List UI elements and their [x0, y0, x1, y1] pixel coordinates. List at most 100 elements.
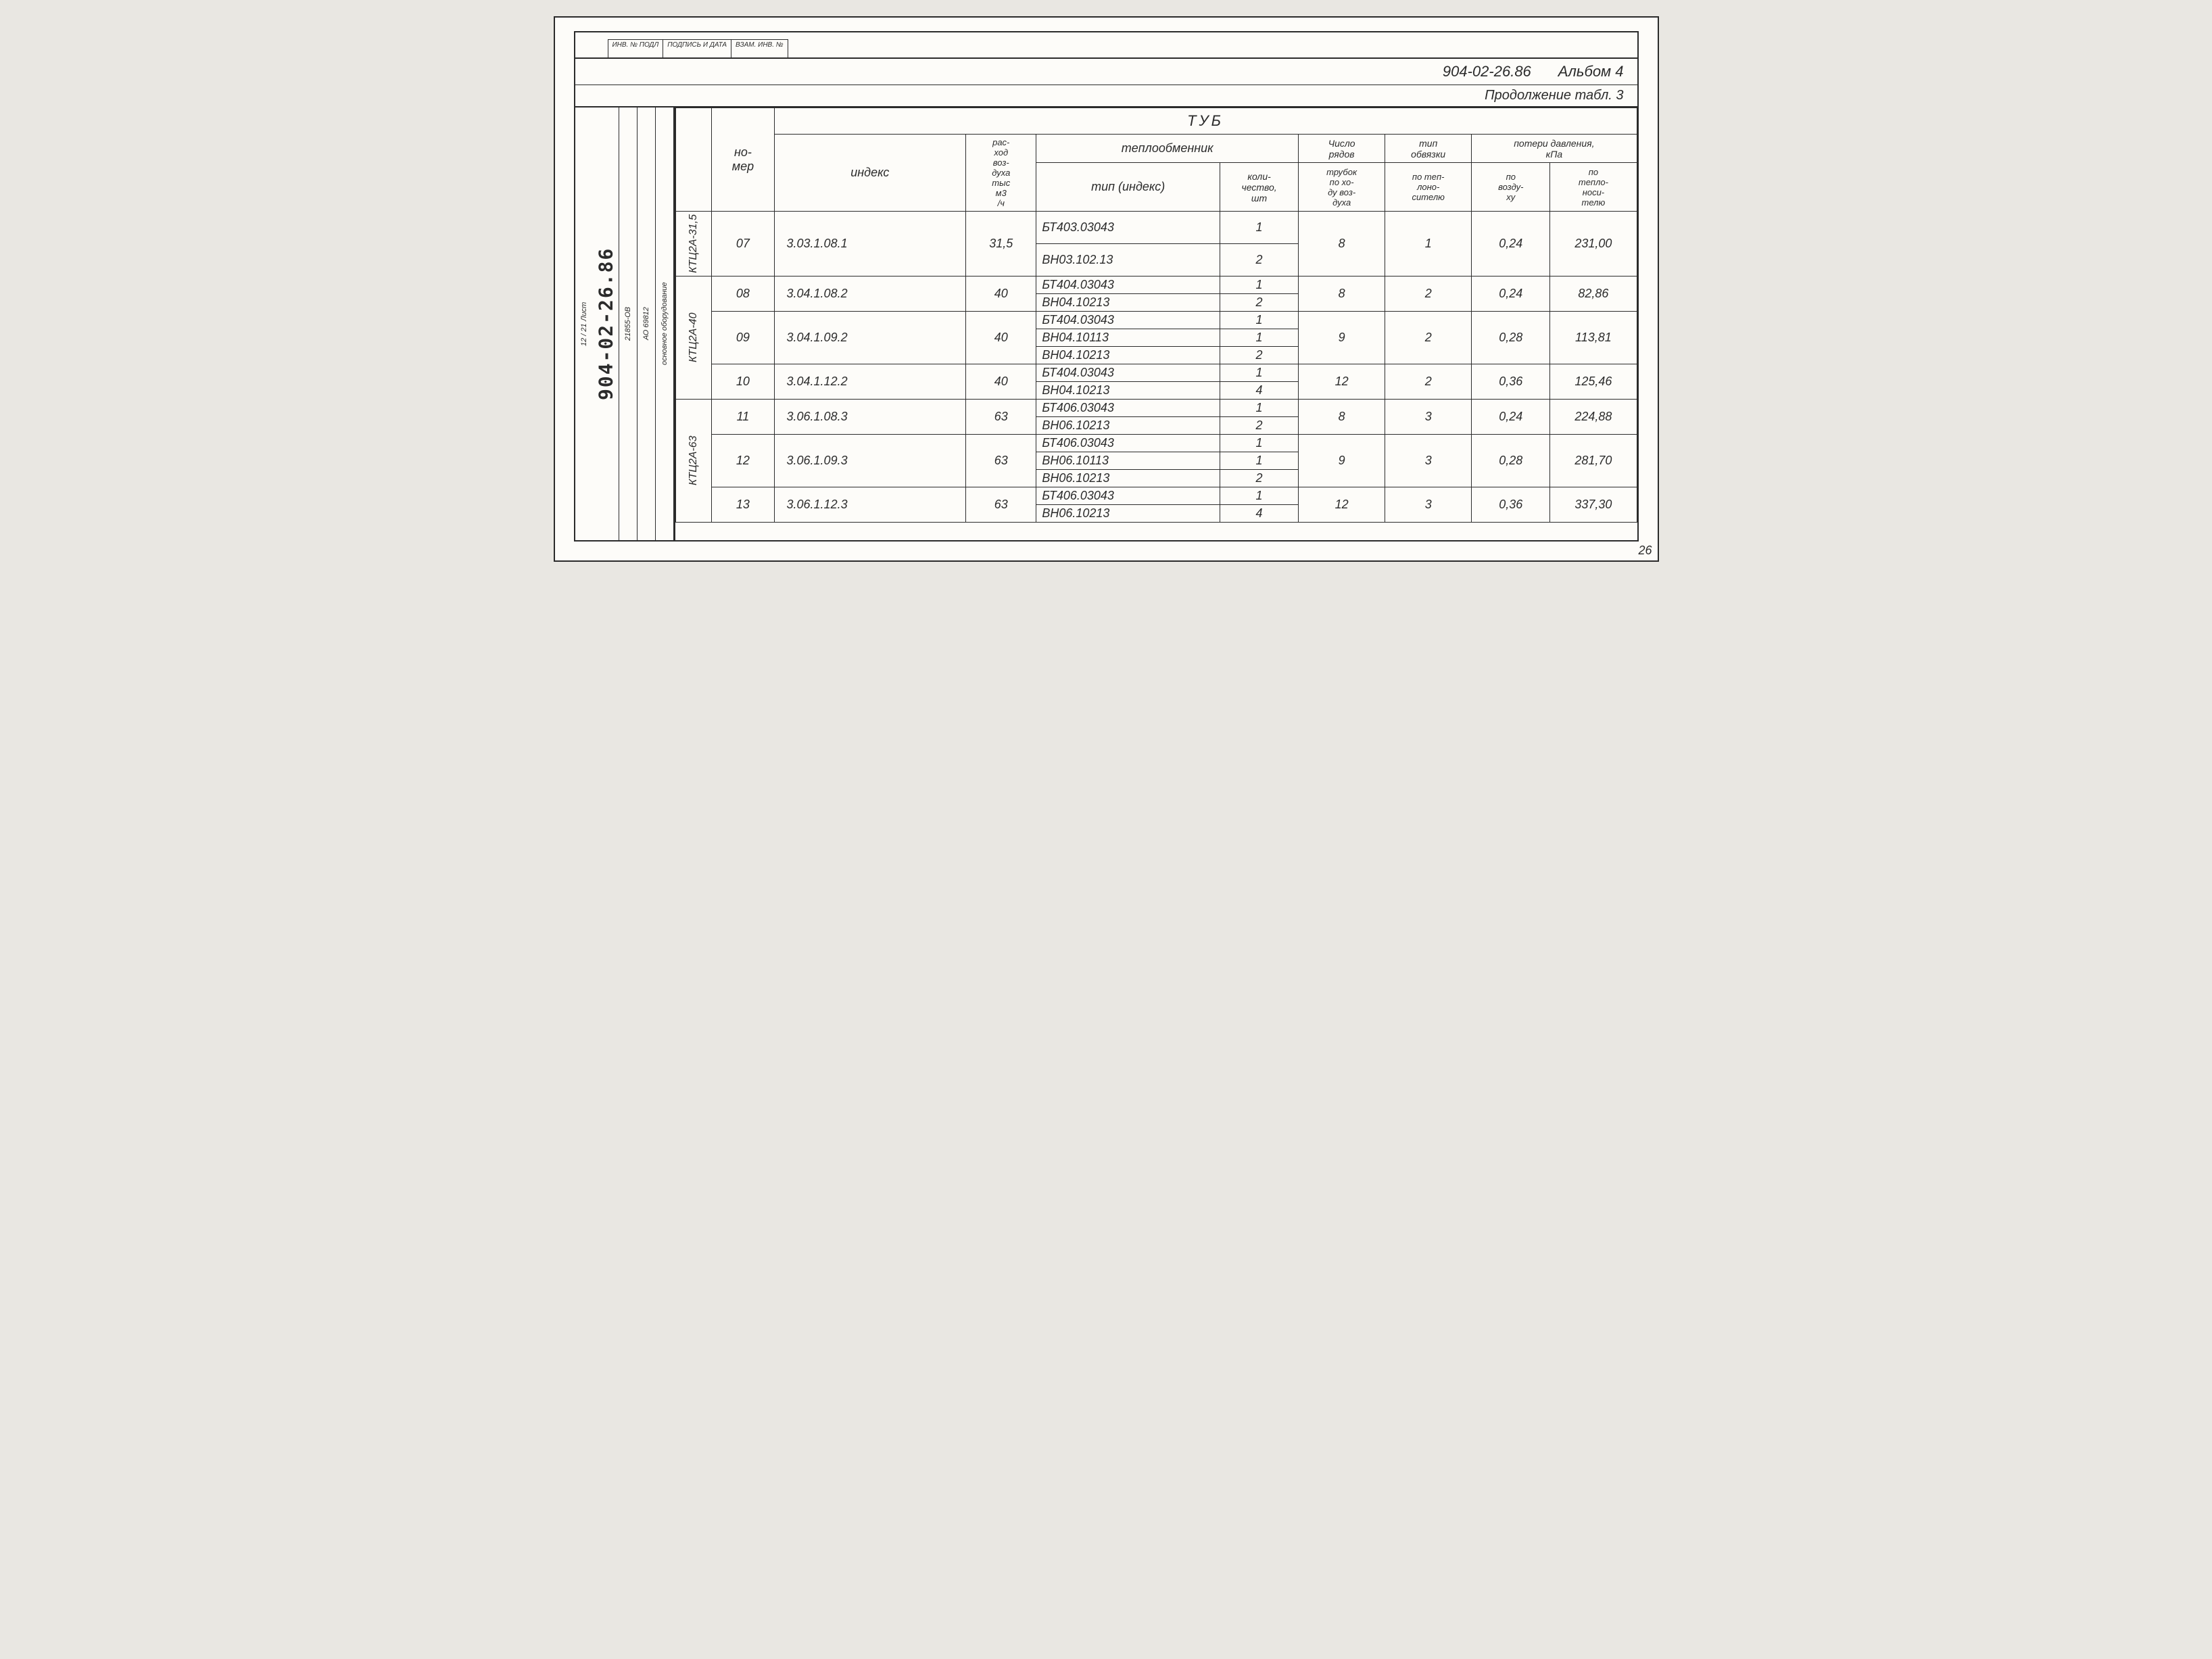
th-rows-tubes: трубок по хо- ду воз- духа [1299, 163, 1385, 212]
cell-hx-type: ВН06.10213 [1036, 504, 1220, 522]
cell-dp-fluid: 281,70 [1550, 434, 1637, 487]
cell-hx-type: ВН03.102.13 [1036, 243, 1220, 276]
cell-hx-type: ВН06.10113 [1036, 452, 1220, 469]
cell-hx-type: БТ404.03043 [1036, 276, 1220, 293]
stamp-vzam: ВЗАМ. ИНВ. № [731, 39, 788, 59]
cell-index: 3.04.1.08.2 [774, 276, 966, 311]
stamp-inv-no: ИНВ. № ПОДЛ [608, 39, 663, 59]
cell-binding: 2 [1385, 311, 1472, 364]
cell-tubes: 8 [1299, 399, 1385, 434]
doc-number: 904-02-26.86 [1443, 63, 1531, 80]
cell-raskhod: 63 [966, 434, 1036, 487]
th-bind-group: тип обвязки [1385, 135, 1472, 163]
cell-binding: 2 [1385, 276, 1472, 311]
cell-nomer: 12 [712, 434, 774, 487]
cell-hx-qty: 1 [1220, 487, 1299, 504]
cell-hx-type: БТ404.03043 [1036, 311, 1220, 329]
cell-hx-qty: 1 [1220, 434, 1299, 452]
left-list-no: 12 / 21 [580, 323, 588, 346]
cell-hx-qty: 2 [1220, 346, 1299, 364]
cell-dp-air: 0,28 [1472, 311, 1550, 364]
work-area: 12 / 21 Лист 904-02-26.86 21855-ОВ АО 69… [575, 106, 1637, 540]
cell-nomer: 08 [712, 276, 774, 311]
table-row: 093.04.1.09.240БТ404.030431920,28113,81 [675, 311, 1637, 329]
cell-raskhod: 40 [966, 364, 1036, 399]
equipment-label: КТЦ2А-40 [675, 276, 712, 399]
cell-tubes: 9 [1299, 434, 1385, 487]
cell-hx-qty: 1 [1220, 276, 1299, 293]
cell-hx-type: ВН04.10213 [1036, 346, 1220, 364]
cell-binding: 3 [1385, 487, 1472, 522]
cell-nomer: 07 [712, 212, 774, 276]
cell-hx-qty: 2 [1220, 293, 1299, 311]
drawing-sheet: ИНВ. № ПОДЛ ПОДПИСЬ И ДАТА ВЗАМ. ИНВ. № … [554, 16, 1659, 562]
th-dp-fluid: по тепло- носи- телю [1550, 163, 1637, 212]
cell-tubes: 8 [1299, 276, 1385, 311]
main-table: но- мер ТУБ индекс рас- ход воз- духа ты… [675, 107, 1637, 523]
cell-tubes: 12 [1299, 364, 1385, 399]
cell-dp-fluid: 125,46 [1550, 364, 1637, 399]
table-row: КТЦ2А-63113.06.1.08.363БТ406.030431830,2… [675, 399, 1637, 416]
cell-nomer: 11 [712, 399, 774, 434]
left-code-1: 21855-ОВ [619, 107, 638, 540]
cell-hx-type: БТ403.03043 [1036, 212, 1220, 244]
cell-hx-qty: 1 [1220, 212, 1299, 244]
cell-raskhod: 63 [966, 399, 1036, 434]
table-zone: но- мер ТУБ индекс рас- ход воз- духа ты… [675, 107, 1637, 540]
cell-hx-qty: 1 [1220, 452, 1299, 469]
continuation-text: Продолжение табл. 3 [1485, 88, 1623, 103]
cell-hx-type: БТ404.03043 [1036, 364, 1220, 381]
cell-dp-air: 0,36 [1472, 487, 1550, 522]
cell-dp-fluid: 82,86 [1550, 276, 1637, 311]
cell-binding: 3 [1385, 434, 1472, 487]
page-number-corner: 26 [1638, 544, 1652, 558]
cell-hx-qty: 4 [1220, 504, 1299, 522]
left-list-word: Лист [580, 302, 588, 320]
cell-binding: 1 [1385, 212, 1472, 276]
cell-hx-qty: 1 [1220, 364, 1299, 381]
cell-dp-fluid: 231,00 [1550, 212, 1637, 276]
left-stamp-columns: 12 / 21 Лист 904-02-26.86 21855-ОВ АО 69… [575, 107, 675, 540]
cell-index: 3.03.1.08.1 [774, 212, 966, 276]
cell-index: 3.04.1.09.2 [774, 311, 966, 364]
th-dp-air: по возду- ху [1472, 163, 1550, 212]
cell-hx-qty: 2 [1220, 469, 1299, 487]
table-row: 103.04.1.12.240БТ404.0304311220,36125,46 [675, 364, 1637, 381]
cell-hx-type: БТ406.03043 [1036, 487, 1220, 504]
cell-hx-type: БТ406.03043 [1036, 434, 1220, 452]
th-equipment [675, 108, 712, 212]
table-body: КТЦ2А-31,5073.03.1.08.131,5БТ403.0304318… [675, 212, 1637, 523]
cell-hx-qty: 4 [1220, 381, 1299, 399]
th-raskhod: рас- ход воз- духа тыс м3 /ч [966, 135, 1036, 212]
cell-index: 3.04.1.12.2 [774, 364, 966, 399]
table-row: КТЦ2А-31,5073.03.1.08.131,5БТ403.0304318… [675, 212, 1637, 244]
left-list-label: 12 / 21 Лист [575, 107, 593, 540]
cell-hx-qty: 2 [1220, 243, 1299, 276]
inner-frame: ИНВ. № ПОДЛ ПОДПИСЬ И ДАТА ВЗАМ. ИНВ. № … [574, 31, 1639, 542]
cell-hx-qty: 1 [1220, 399, 1299, 416]
cell-dp-air: 0,24 [1472, 276, 1550, 311]
cell-hx-qty: 2 [1220, 416, 1299, 434]
cell-dp-air: 0,36 [1472, 364, 1550, 399]
th-nomer: но- мер [712, 108, 774, 212]
th-dp-group: потери давления, кПа [1472, 135, 1637, 163]
cell-hx-qty: 1 [1220, 311, 1299, 329]
cell-hx-type: ВН04.10113 [1036, 329, 1220, 346]
cell-index: 3.06.1.12.3 [774, 487, 966, 522]
table-head: но- мер ТУБ индекс рас- ход воз- духа ты… [675, 108, 1637, 212]
th-rows-group: Число рядов [1299, 135, 1385, 163]
cell-raskhod: 40 [966, 276, 1036, 311]
cell-tubes: 9 [1299, 311, 1385, 364]
left-equip-label: основное оборудование [656, 107, 674, 540]
top-stamp-row: ИНВ. № ПОДЛ ПОДПИСЬ И ДАТА ВЗАМ. ИНВ. № [608, 39, 892, 59]
table-row: 123.06.1.09.363БТ406.030431930,28281,70 [675, 434, 1637, 452]
cell-dp-fluid: 224,88 [1550, 399, 1637, 434]
table-row: 133.06.1.12.363БТ406.0304311230,36337,30 [675, 487, 1637, 504]
cell-hx-type: ВН06.10213 [1036, 469, 1220, 487]
cell-dp-air: 0,28 [1472, 434, 1550, 487]
cell-binding: 3 [1385, 399, 1472, 434]
cell-nomer: 10 [712, 364, 774, 399]
cell-dp-air: 0,24 [1472, 212, 1550, 276]
cell-hx-type: ВН06.10213 [1036, 416, 1220, 434]
left-doc-number-vert: 904-02-26.86 [593, 107, 619, 540]
